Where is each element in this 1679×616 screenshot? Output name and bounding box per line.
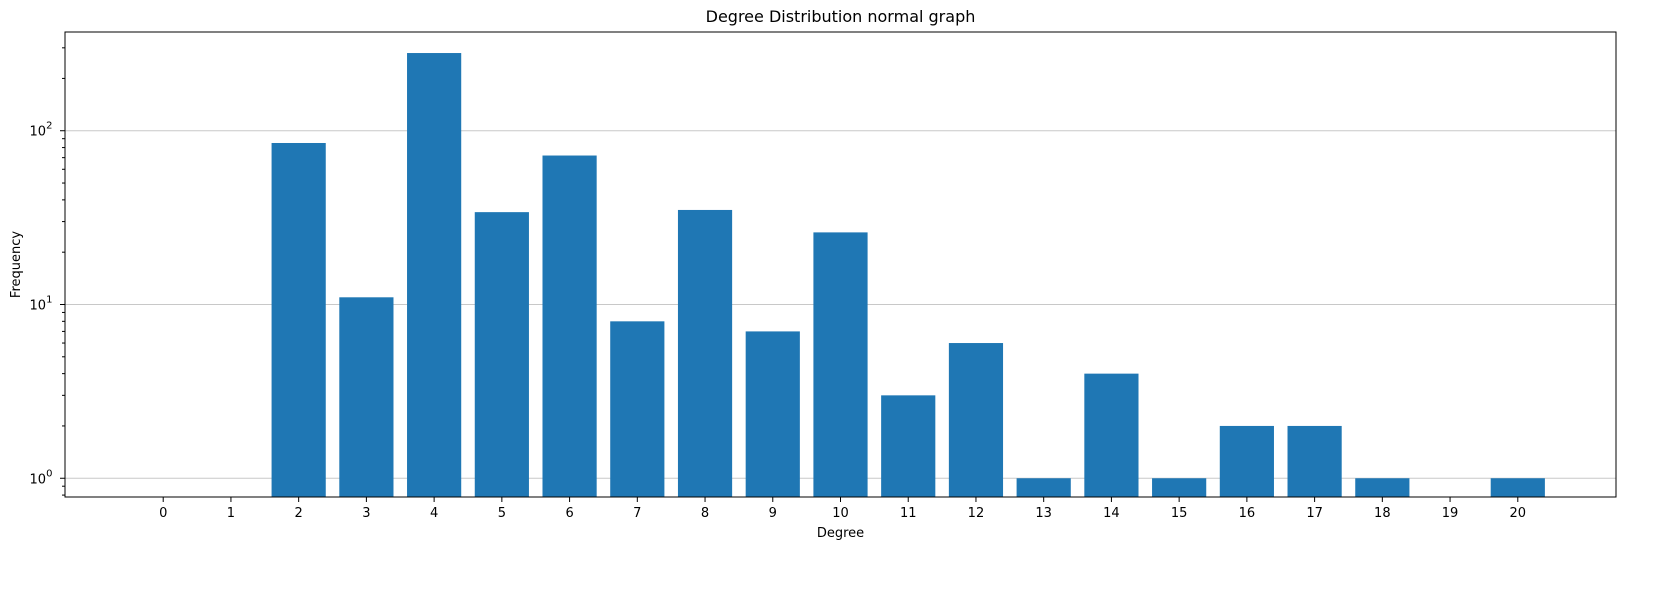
chart-title: Degree Distribution normal graph — [706, 7, 976, 26]
bar — [1287, 425, 1342, 497]
bar — [407, 53, 462, 498]
x-tick-label: 20 — [1510, 506, 1527, 521]
y-axis-label: Frequency — [9, 231, 24, 298]
x-tick-label: 15 — [1171, 506, 1188, 521]
bar — [677, 209, 733, 498]
y-tick-label: 102 — [30, 121, 53, 140]
x-tick-label: 1 — [227, 506, 235, 521]
x-tick-label: 0 — [159, 506, 167, 521]
x-tick-label: 2 — [295, 506, 303, 521]
y-ticks: 100 101 102 — [30, 47, 65, 496]
y-tick-label: 100 — [30, 468, 53, 487]
x-tick-label: 3 — [362, 506, 370, 521]
x-tick-label: 6 — [565, 506, 573, 521]
bar — [1084, 373, 1139, 497]
x-tick-label: 9 — [769, 506, 777, 521]
y-tick-label: 101 — [30, 294, 53, 313]
bar — [881, 395, 936, 497]
bars — [271, 53, 1545, 498]
bar — [339, 297, 394, 497]
bar — [474, 212, 529, 497]
x-tick-label: 17 — [1306, 506, 1323, 521]
x-tick-label: 19 — [1442, 506, 1459, 521]
bar — [271, 142, 326, 497]
bar — [1152, 478, 1207, 497]
x-tick-label: 10 — [832, 506, 849, 521]
x-tick-label: 8 — [701, 506, 709, 521]
bar — [813, 232, 868, 497]
x-tick-label: 4 — [430, 506, 438, 521]
x-tick-label: 18 — [1374, 506, 1391, 521]
x-ticks: 0 1 2 3 4 5 6 7 8 9 10 11 12 13 14 15 16 17 18 19 20 — [159, 497, 1526, 521]
x-tick-label: 7 — [633, 506, 641, 521]
bar — [1355, 478, 1410, 497]
x-tick-label: 11 — [900, 506, 917, 521]
x-tick-label: 16 — [1239, 506, 1256, 521]
bar — [745, 331, 800, 497]
bar — [948, 343, 1004, 497]
x-tick-label: 13 — [1035, 506, 1052, 521]
bar — [1490, 478, 1545, 497]
bar — [610, 321, 665, 497]
x-tick-label: 14 — [1103, 506, 1120, 521]
bar — [1219, 425, 1274, 497]
bar — [1016, 478, 1071, 497]
x-tick-label: 12 — [968, 506, 985, 521]
x-axis-label: Degree — [817, 526, 864, 541]
x-tick-label: 5 — [498, 506, 506, 521]
bar — [542, 155, 597, 497]
